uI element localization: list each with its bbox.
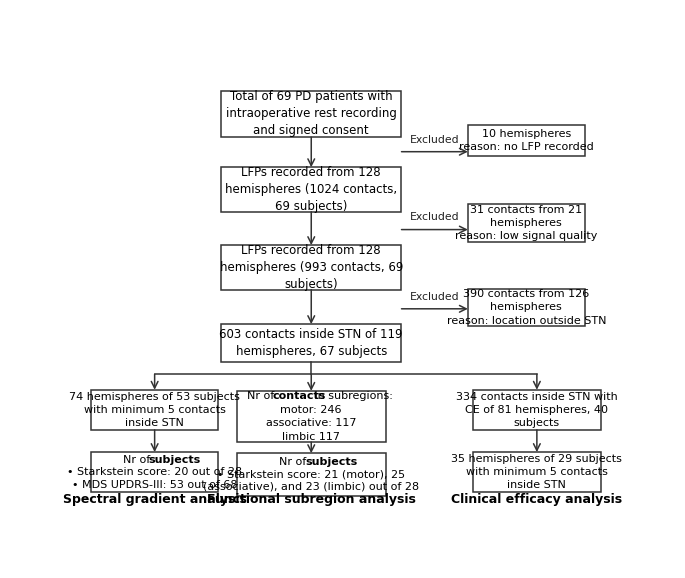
Bar [91, 390, 219, 430]
Text: Nr of: Nr of [123, 455, 153, 465]
Bar [473, 390, 601, 430]
Text: LFPs recorded from 128
hemispheres (993 contacts, 69
subjects): LFPs recorded from 128 hemispheres (993 … [220, 244, 403, 291]
Text: 31 contacts from 21
hemispheres
reason: low signal quality: 31 contacts from 21 hemispheres reason: … [455, 205, 597, 241]
Text: Nr of: Nr of [279, 457, 310, 467]
Text: Excluded: Excluded [410, 135, 460, 144]
Text: in subregions:: in subregions: [311, 391, 393, 402]
Text: Excluded: Excluded [410, 292, 460, 302]
Bar [468, 204, 584, 242]
Bar [468, 288, 584, 327]
Bar [237, 391, 386, 442]
Text: limbic 117: limbic 117 [282, 432, 340, 442]
Bar [237, 453, 386, 495]
Text: 390 contacts from 126
hemispheres
reason: location outside STN: 390 contacts from 126 hemispheres reason… [447, 289, 606, 325]
Bar [473, 452, 601, 492]
Text: • MDS UPDRS-III: 53 out of 68: • MDS UPDRS-III: 53 out of 68 [72, 480, 238, 490]
Text: (associative), and 23 (limbic) out of 28: (associative), and 23 (limbic) out of 28 [203, 482, 419, 492]
Text: • Starkstein score: 21 (motor), 25: • Starkstein score: 21 (motor), 25 [217, 469, 406, 479]
Text: LFPs recorded from 128
hemispheres (1024 contacts,
69 subjects): LFPs recorded from 128 hemispheres (1024… [225, 166, 397, 213]
Text: 74 hemispheres of 53 subjects
with minimum 5 contacts
inside STN: 74 hemispheres of 53 subjects with minim… [69, 392, 240, 428]
Bar [468, 125, 584, 156]
Bar [221, 245, 401, 290]
Text: Clinical efficacy analysis: Clinical efficacy analysis [451, 494, 623, 506]
Text: motor: 246: motor: 246 [280, 405, 342, 415]
Text: Excluded: Excluded [410, 213, 460, 223]
Text: 334 contacts inside STN with
CE of 81 hemispheres, 40
subjects: 334 contacts inside STN with CE of 81 he… [456, 392, 618, 428]
Text: • Starkstein score: 20 out of 28: • Starkstein score: 20 out of 28 [67, 467, 242, 477]
Text: Total of 69 PD patients with
intraoperative rest recording
and signed consent: Total of 69 PD patients with intraoperat… [226, 90, 397, 138]
Text: Nr of: Nr of [247, 391, 278, 402]
Bar [91, 452, 219, 492]
Bar [221, 91, 401, 137]
Bar [221, 167, 401, 212]
Text: subjects: subjects [149, 455, 201, 465]
Bar [221, 324, 401, 362]
Text: 603 contacts inside STN of 119
hemispheres, 67 subjects: 603 contacts inside STN of 119 hemispher… [219, 328, 403, 358]
Text: contacts: contacts [273, 391, 326, 402]
Text: 35 hemispheres of 29 subjects
with minimum 5 contacts
inside STN: 35 hemispheres of 29 subjects with minim… [451, 454, 622, 490]
Text: Spectral gradient analysis: Spectral gradient analysis [63, 494, 247, 506]
Text: subjects: subjects [306, 457, 358, 467]
Text: associative: 117: associative: 117 [266, 418, 356, 428]
Text: 10 hemispheres
reason: no LFP recorded: 10 hemispheres reason: no LFP recorded [459, 129, 594, 152]
Text: Functional subregion analysis: Functional subregion analysis [207, 494, 416, 506]
